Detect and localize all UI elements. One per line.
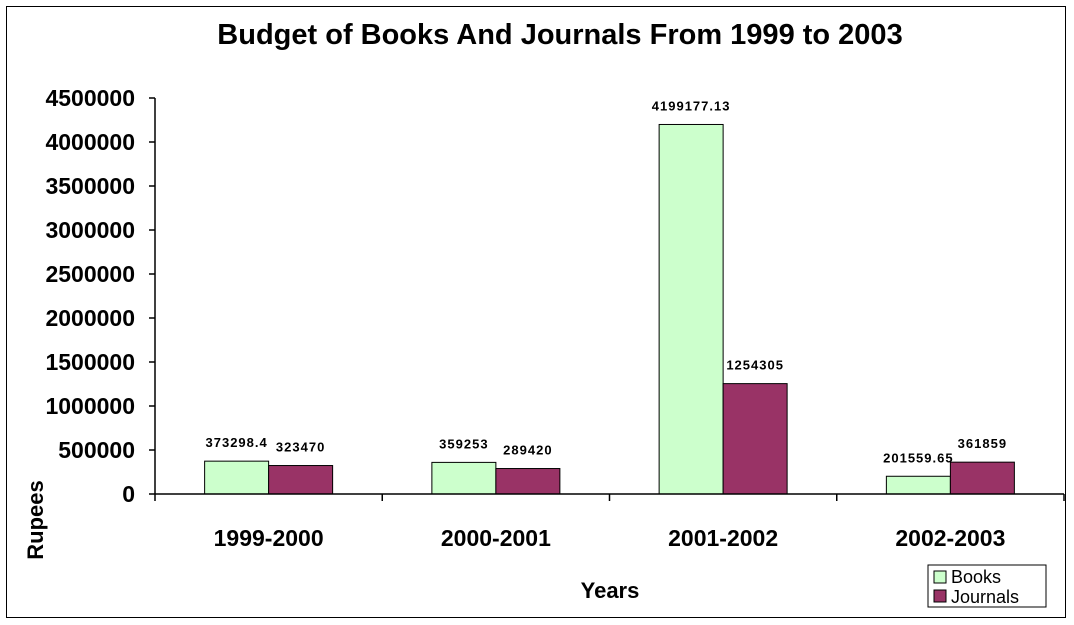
legend-label-books: Books [951, 567, 1001, 587]
y-tick-label: 2500000 [45, 261, 135, 287]
y-tick-label: 500000 [58, 437, 135, 463]
bar-books-2000-2001 [431, 461, 497, 495]
bars [204, 123, 1015, 495]
y-axis-label: Rupees [23, 480, 48, 559]
bar-journals-2002-2003 [949, 461, 1015, 495]
x-tick-label: 1999-2000 [214, 525, 324, 551]
x-axis-ticks: 1999-2000 2000-2001 2001-2002 2002-2003 [154, 494, 1065, 551]
data-label: 289420 [503, 443, 552, 458]
data-label: 361859 [958, 436, 1007, 451]
data-label: 359253 [439, 436, 488, 451]
legend: Books Journals [927, 564, 1047, 608]
y-tick-label: 4000000 [45, 129, 135, 155]
data-label: 1254305 [726, 358, 784, 373]
bar-books-2002-2003 [885, 475, 951, 495]
bar-journals-1999-2000 [268, 465, 334, 495]
y-axis-ticks: 0 500000 1000000 1500000 2000000 2500000 30000… [45, 85, 155, 507]
bar-journals-2000-2001 [495, 468, 561, 495]
bar-journals-2001-2002 [722, 383, 788, 495]
legend-swatch-books [933, 570, 947, 584]
x-tick-label: 2002-2003 [895, 525, 1005, 551]
data-label: 373298.4 [206, 435, 268, 450]
bar-books-2001-2002 [658, 123, 724, 495]
legend-label-journals: Journals [951, 587, 1019, 607]
y-tick-label: 1500000 [45, 349, 135, 375]
y-tick-label: 1000000 [45, 393, 135, 419]
bar-books-1999-2000 [204, 460, 270, 495]
y-tick-label: 0 [122, 481, 135, 507]
x-tick-label: 2001-2002 [668, 525, 778, 551]
y-tick-label: 3000000 [45, 217, 135, 243]
data-label: 201559.65 [883, 450, 953, 465]
y-tick-label: 2000000 [45, 305, 135, 331]
y-tick-label: 3500000 [45, 173, 135, 199]
legend-swatch-journals [933, 589, 947, 603]
x-tick-label: 2000-2001 [441, 525, 551, 551]
x-axis-label: Years [581, 578, 640, 603]
legend-box [927, 564, 1047, 608]
data-label: 323470 [276, 440, 325, 455]
y-tick-label: 4500000 [45, 85, 135, 111]
chart-title: Budget of Books And Journals From 1999 t… [217, 19, 902, 51]
value-labels: 373298.4 359253 4199177.13 201559.65 323470 2… [206, 98, 1007, 465]
chart-frame [6, 6, 1066, 618]
data-label: 4199177.13 [652, 98, 731, 113]
